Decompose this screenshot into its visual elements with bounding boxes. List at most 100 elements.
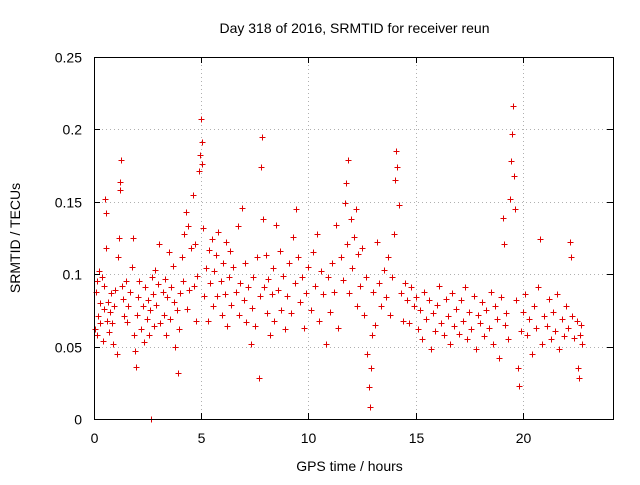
data-point: [342, 200, 349, 207]
data-point: [402, 280, 409, 287]
data-point: [100, 338, 107, 345]
data-point: [423, 316, 430, 323]
data-point: [119, 283, 126, 290]
data-point: [242, 260, 249, 267]
data-point: [325, 274, 332, 281]
data-point: [135, 294, 142, 301]
data-point: [456, 331, 463, 338]
data-point: [118, 157, 125, 164]
x-tick-label: 15: [409, 430, 425, 446]
data-point: [550, 309, 557, 316]
data-point: [102, 196, 109, 203]
data-point: [565, 325, 572, 332]
data-point: [150, 291, 157, 298]
data-point: [571, 335, 578, 342]
data-point: [361, 312, 368, 319]
data-point: [522, 291, 529, 298]
data-point: [199, 139, 206, 146]
data-point: [196, 168, 203, 175]
data-point: [490, 341, 497, 348]
data-point: [370, 289, 377, 296]
data-point: [145, 297, 152, 304]
data-point: [449, 290, 456, 297]
data-point: [273, 222, 280, 229]
data-point: [275, 287, 282, 294]
data-point: [96, 268, 103, 275]
data-point: [211, 268, 218, 275]
data-point: [201, 293, 208, 300]
data-point: [333, 222, 340, 229]
data-point: [261, 284, 268, 291]
data-point: [136, 278, 143, 285]
data-point: [348, 216, 355, 223]
data-point: [421, 289, 428, 296]
data-point: [520, 309, 527, 316]
data-point: [481, 333, 488, 340]
data-point: [257, 293, 264, 300]
data-point: [453, 306, 460, 313]
data-point: [288, 310, 295, 317]
data-point: [151, 323, 158, 330]
data-point: [501, 241, 508, 248]
data-point: [193, 318, 200, 325]
data-point: [141, 339, 148, 346]
data-point: [95, 313, 102, 320]
data-point: [233, 289, 240, 296]
data-point: [129, 264, 136, 271]
data-point: [577, 332, 584, 339]
data-point: [210, 303, 217, 310]
data-point: [561, 333, 568, 340]
data-point: [213, 252, 220, 259]
data-point: [167, 316, 174, 323]
data-point: [180, 278, 187, 285]
data-point: [166, 249, 173, 256]
data-point: [374, 239, 381, 246]
data-point: [378, 303, 385, 310]
grid-layer: [94, 57, 613, 419]
data-point: [335, 325, 342, 332]
data-point: [346, 290, 353, 297]
data-point: [146, 332, 153, 339]
data-point: [263, 252, 270, 259]
data-point: [117, 187, 124, 194]
data-point: [323, 341, 330, 348]
data-point: [494, 316, 501, 323]
data-point: [227, 248, 234, 255]
data-point: [533, 325, 540, 332]
data-point: [312, 283, 319, 290]
data-point: [230, 264, 237, 271]
data-point: [574, 318, 581, 325]
data-point: [160, 289, 167, 296]
data-point: [138, 326, 145, 333]
y-tick-label: 0: [74, 412, 82, 428]
data-point: [219, 312, 226, 319]
data-point: [575, 365, 582, 372]
data-point: [188, 245, 195, 252]
data-point: [432, 328, 439, 335]
data-point: [117, 179, 124, 186]
data-point: [94, 332, 101, 339]
data-point: [256, 375, 263, 382]
data-point: [161, 312, 168, 319]
data-point: [99, 274, 106, 281]
data-point: [353, 206, 360, 213]
data-point: [214, 293, 221, 300]
data-point: [368, 365, 375, 372]
data-point: [175, 370, 182, 377]
data-point: [359, 245, 366, 252]
data-point: [168, 284, 175, 291]
data-point: [464, 336, 471, 343]
x-tick-label: 10: [301, 430, 317, 446]
data-point: [505, 336, 512, 343]
data-point: [387, 312, 394, 319]
data-point: [355, 251, 362, 258]
data-point: [280, 273, 287, 280]
data-point: [539, 341, 546, 348]
data-point: [351, 234, 358, 241]
data-point: [153, 302, 160, 309]
data-point: [218, 278, 225, 285]
data-point: [271, 318, 278, 325]
data-point: [277, 248, 284, 255]
data-point: [264, 310, 271, 317]
